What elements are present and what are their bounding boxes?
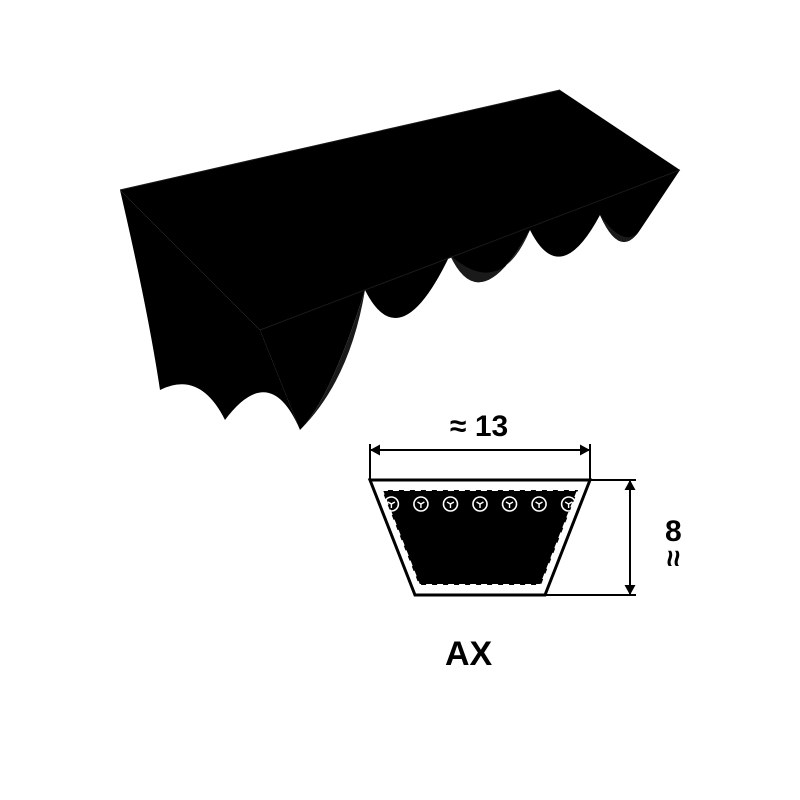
product-code-label: AX <box>445 635 492 674</box>
belt-3d-illustration <box>120 90 680 430</box>
approx-symbol: ≈ <box>450 410 466 444</box>
diagram-canvas <box>0 0 800 800</box>
width-dimension-label: ≈ 13 <box>450 410 508 444</box>
height-dimension-label: 8 ≈ <box>665 518 682 572</box>
approx-symbol: ≈ <box>660 550 687 566</box>
width-value: 13 <box>475 410 508 443</box>
cross-section-diagram <box>370 444 636 595</box>
height-value: 8 <box>665 515 682 548</box>
